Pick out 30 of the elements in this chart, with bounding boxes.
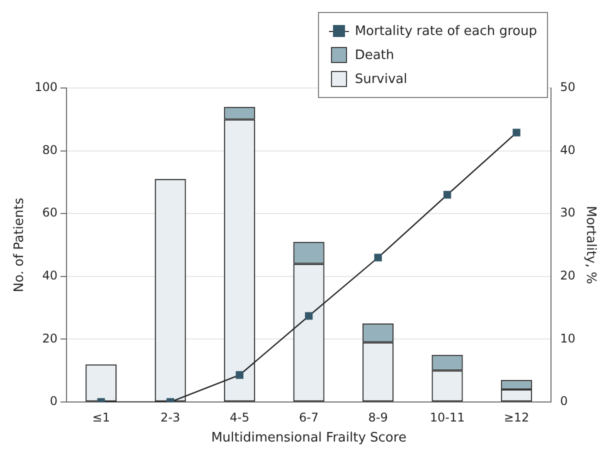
x-axis-title: Multidimensional Frailty Score (211, 430, 406, 446)
legend-label: Mortality rate of each group (354, 24, 537, 38)
point (443, 190, 452, 199)
point (236, 371, 244, 379)
x-tick-label: ≤1 (92, 410, 110, 424)
y2-tick-label: 20 (560, 268, 576, 283)
y2-axis-title: Mortality, % (582, 206, 598, 284)
y2-tick-label: 40 (560, 142, 576, 157)
y2-tick-label: 0 (560, 394, 568, 408)
y-axis-title: No. of Patients (12, 198, 28, 292)
y2-tick-label: 30 (560, 206, 576, 220)
y2-tick-label: 50 (560, 80, 576, 94)
y2-tick-label: 10 (560, 331, 576, 346)
y-tick-label: 100 (34, 80, 58, 94)
point (512, 128, 520, 136)
legend-label: Survival (354, 72, 408, 86)
x-tick-label: ≥12 (504, 410, 530, 424)
legend-label: Death (354, 48, 394, 62)
y-tick-label: 80 (42, 142, 58, 157)
y-tick-label: 0 (50, 394, 58, 408)
y-tick-label: 20 (42, 331, 58, 346)
x-tick-label: 8-9 (368, 410, 388, 424)
x-tick-label: 4-5 (230, 410, 250, 424)
x-tick-label: 6-7 (299, 410, 319, 424)
point (304, 312, 313, 320)
x-tick-label: 2-3 (160, 410, 180, 424)
point (374, 254, 382, 262)
y-tick-label: 60 (42, 206, 58, 220)
y-tick-label: 40 (42, 268, 58, 283)
x-tick-label: 10-11 (430, 410, 465, 424)
